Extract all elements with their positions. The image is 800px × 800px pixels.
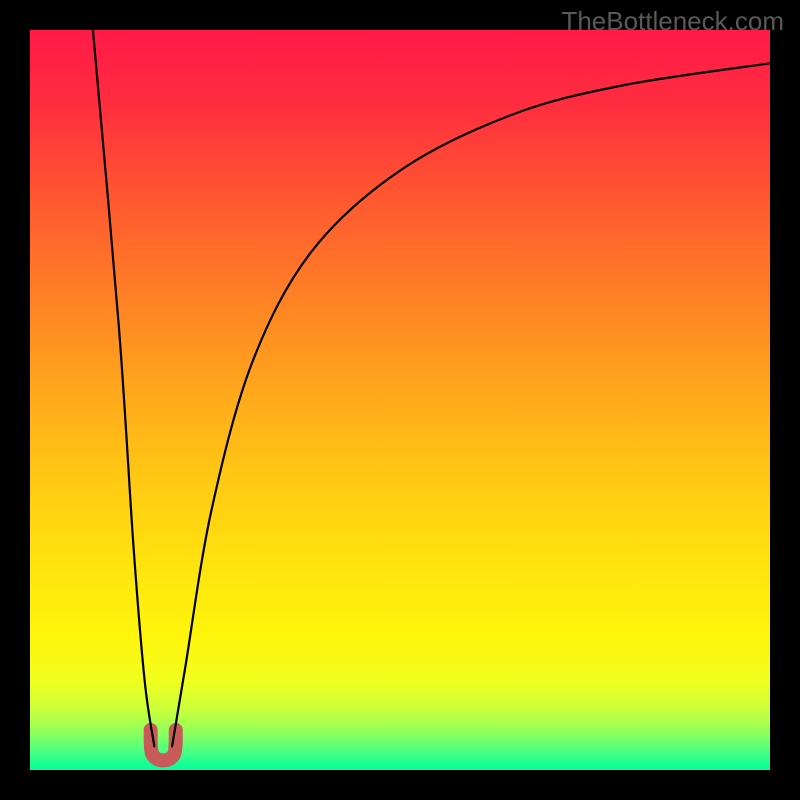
right-curve [172,63,770,746]
curves-layer [30,30,770,770]
left-curve [93,30,154,746]
chart-container: TheBottleneck.com [0,0,800,800]
plot-area [30,30,770,770]
watermark-text: TheBottleneck.com [561,6,784,37]
